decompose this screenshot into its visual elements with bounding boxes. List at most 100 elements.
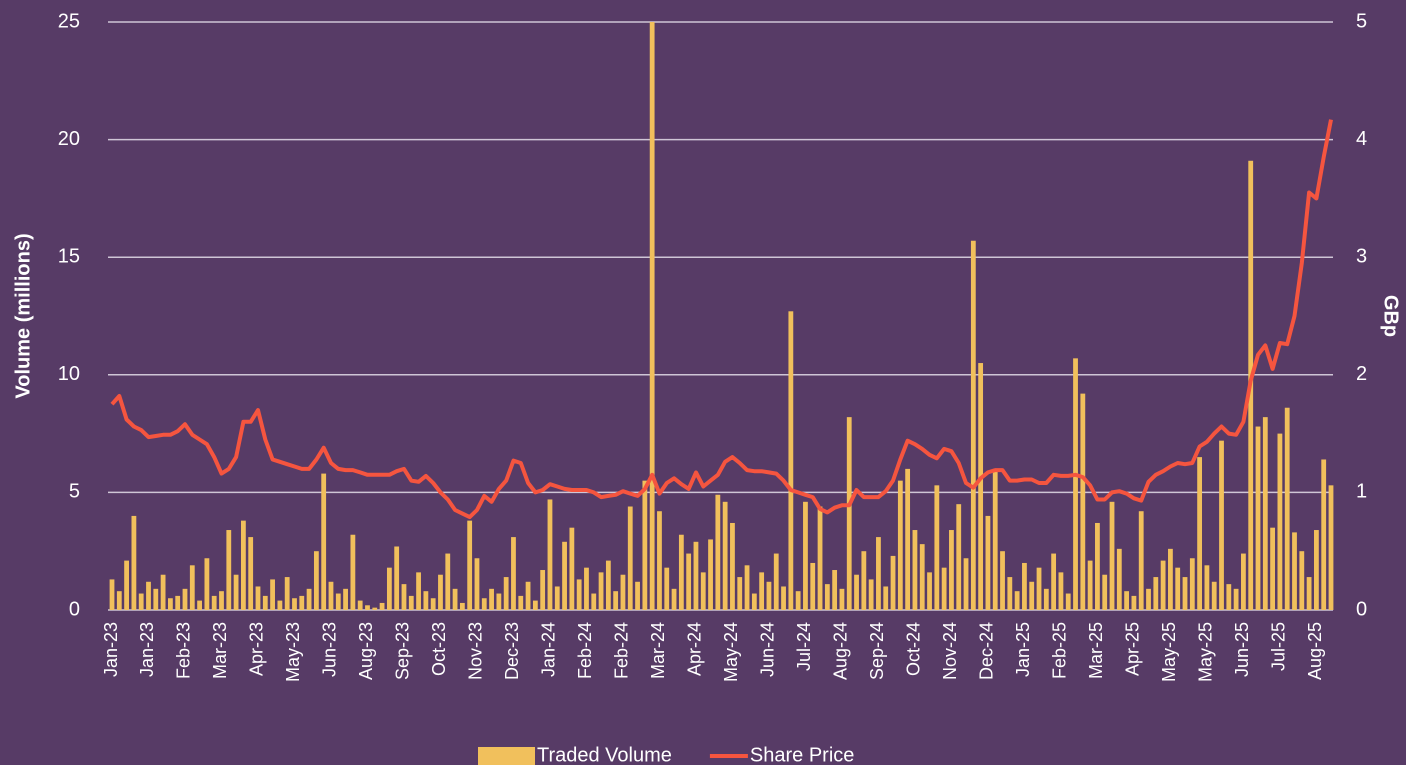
x-tick-label: Jul-25 — [1269, 622, 1289, 671]
bar — [1306, 577, 1312, 610]
bar — [532, 600, 538, 610]
bar — [372, 607, 378, 610]
bar — [1124, 591, 1130, 610]
x-tick-label: Apr-25 — [1123, 622, 1143, 676]
x-tick-label: Apr-23 — [247, 622, 267, 676]
bar — [1116, 548, 1122, 610]
y2-tick-label: 0 — [1356, 598, 1367, 620]
x-tick-label: Oct-24 — [904, 622, 924, 676]
x-tick-label: Nov-23 — [466, 622, 486, 680]
bar — [416, 572, 421, 610]
bar — [467, 520, 473, 610]
bar — [839, 588, 845, 610]
bar — [1051, 553, 1057, 610]
bar — [408, 595, 414, 610]
bar — [423, 591, 429, 610]
bar — [306, 588, 312, 610]
bar — [153, 588, 159, 610]
bar — [1262, 417, 1268, 610]
bar — [240, 520, 246, 610]
bar — [883, 586, 889, 610]
bar — [598, 572, 604, 610]
bar — [277, 600, 283, 610]
bar — [927, 572, 932, 610]
bar — [496, 593, 502, 610]
bar — [744, 565, 750, 610]
bar — [124, 560, 129, 610]
bar — [635, 581, 640, 610]
bar — [905, 468, 911, 610]
bar — [1189, 558, 1195, 610]
bar — [620, 574, 626, 610]
bar — [1175, 567, 1181, 610]
bar — [773, 553, 779, 610]
bar — [1043, 588, 1049, 610]
bar — [459, 602, 465, 610]
bar — [1014, 591, 1020, 610]
bar — [627, 506, 633, 610]
bar — [197, 600, 202, 610]
bar — [167, 598, 173, 610]
bar — [1284, 407, 1290, 610]
bar — [941, 567, 947, 610]
bar — [562, 541, 567, 610]
bar — [854, 574, 859, 610]
price-line — [110, 119, 1333, 520]
bar — [1065, 593, 1071, 610]
bar — [1109, 501, 1115, 610]
x-tick-label: Sep-24 — [867, 622, 887, 680]
bar — [949, 530, 954, 610]
x-tick-label: Aug-25 — [1305, 622, 1325, 680]
bar — [591, 593, 597, 610]
y2-tick-label: 2 — [1356, 363, 1367, 385]
bar — [985, 515, 991, 610]
x-tick-label: Jan-23 — [137, 622, 157, 677]
y-tick-label: 20 — [58, 128, 80, 150]
x-tick-label: Feb-24 — [612, 622, 632, 679]
bar — [146, 581, 151, 610]
bar — [992, 468, 998, 610]
x-tick-label: Jun-23 — [320, 622, 340, 677]
bar — [1292, 532, 1297, 610]
bar — [766, 581, 772, 610]
x-tick-label: May-23 — [283, 622, 303, 682]
legend-label: Share Price — [750, 744, 855, 765]
bar — [1321, 459, 1327, 610]
bar — [547, 499, 553, 610]
bar — [970, 240, 976, 610]
x-tick-label: Aug-23 — [356, 622, 376, 680]
bar — [503, 577, 509, 610]
bar — [803, 501, 808, 610]
bar — [1219, 440, 1224, 610]
bar — [1328, 485, 1334, 610]
bar — [211, 595, 217, 610]
x-tick-label: Feb-24 — [575, 622, 595, 679]
bar — [876, 537, 881, 610]
bar — [116, 591, 122, 610]
bar — [321, 473, 327, 610]
bar — [788, 311, 794, 610]
bar — [1233, 588, 1239, 610]
bar — [189, 565, 195, 610]
bar — [284, 577, 290, 610]
bar — [1058, 572, 1064, 610]
bar — [1146, 588, 1151, 610]
bar — [1036, 567, 1042, 610]
bar — [401, 584, 407, 610]
bar — [686, 553, 692, 610]
bar — [1095, 522, 1100, 610]
bar — [292, 598, 297, 610]
bar — [671, 588, 677, 610]
x-tick-label: Dec-23 — [502, 622, 522, 680]
bar — [525, 581, 531, 610]
bar — [233, 574, 239, 610]
bar — [715, 494, 721, 610]
bar — [379, 602, 385, 610]
bar — [584, 567, 589, 610]
x-tick-label: Mar-24 — [648, 622, 668, 679]
bar — [1211, 581, 1217, 610]
x-tick-label: May-25 — [1196, 622, 1216, 682]
bar — [481, 598, 487, 610]
